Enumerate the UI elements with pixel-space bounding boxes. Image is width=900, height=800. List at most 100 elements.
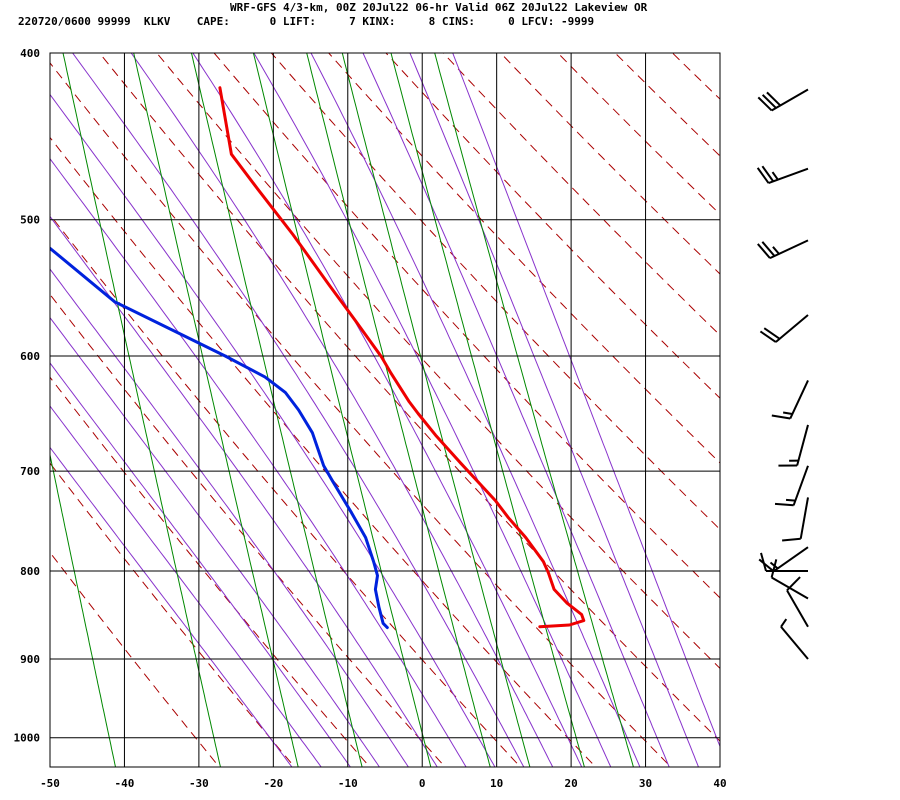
moist-adiabat (50, 316, 381, 767)
wind-barb (778, 424, 809, 467)
y-tick-label: 700 (20, 465, 40, 478)
barb-staff (792, 465, 809, 506)
x-tick-label: -20 (263, 777, 283, 790)
moist-adiabat (50, 446, 293, 767)
wind-barb (757, 88, 809, 112)
mixing-ratio-line (341, 53, 531, 767)
dry-adiabat (881, 34, 900, 774)
dry-adiabat (50, 551, 220, 767)
moist-adiabat (50, 215, 438, 767)
barb-half-flag (780, 618, 788, 628)
moist-adiabat (50, 405, 322, 767)
barb-staff (771, 88, 809, 112)
wind-barb (780, 618, 809, 660)
dry-adiabat (50, 136, 597, 767)
x-tick-label: -30 (189, 777, 209, 790)
wind-barb (757, 239, 809, 260)
barb-staff (775, 314, 809, 343)
x-tick-label: -40 (115, 777, 135, 790)
y-tick-label: 800 (20, 565, 40, 578)
barb-flag (786, 576, 801, 592)
dry-adiabat (213, 53, 720, 599)
dry-adiabat (499, 53, 720, 275)
barb-flag (759, 330, 777, 343)
dry-adiabat (98, 53, 720, 742)
barb-staff (799, 497, 809, 539)
dry-adiabat (50, 293, 446, 767)
wind-barb (786, 576, 809, 628)
grid (49, 52, 721, 767)
wind-barb (771, 380, 809, 420)
barb-staff (780, 626, 809, 660)
wind-barbs (756, 88, 809, 660)
barb-half-flag (782, 411, 793, 416)
barb-staff (769, 239, 809, 260)
barb-flag (761, 241, 776, 257)
wind-barb (756, 165, 809, 185)
x-tick-label: -10 (338, 777, 358, 790)
y-tick-label: 1000 (14, 732, 41, 745)
wind-barb (760, 552, 808, 572)
barb-staff (789, 380, 809, 419)
dry-adiabat (50, 462, 296, 767)
barb-flag (763, 327, 781, 340)
thermo-background (50, 34, 900, 774)
barb-flag (757, 96, 773, 112)
barb-half-flag (772, 246, 780, 255)
wind-barb (782, 497, 809, 542)
barb-flag (771, 414, 791, 420)
y-tick-label: 500 (20, 214, 40, 227)
x-tick-label: 40 (713, 777, 726, 790)
barb-flag (757, 243, 771, 259)
barb-half-flag (785, 498, 796, 502)
y-tick-label: 400 (20, 47, 40, 60)
barb-flag (758, 558, 775, 573)
dry-adiabat (824, 34, 900, 774)
mixing-ratio-line (62, 53, 222, 767)
dry-adiabat (767, 34, 900, 774)
barb-staff (796, 424, 809, 466)
moist-adiabat (253, 53, 612, 767)
barb-flag (766, 91, 781, 107)
barb-flag (760, 552, 767, 572)
wind-barb (758, 546, 809, 573)
mixing-ratio-line (390, 53, 585, 767)
barb-half-flag (771, 171, 779, 181)
barb-flag (782, 537, 801, 542)
dry-adiabat (50, 376, 371, 767)
moist-adiabat (409, 53, 700, 767)
x-tick-label: 20 (564, 777, 577, 790)
header-line-1: WRF-GFS 4/3-km, 00Z 20Jul22 06-hr Valid … (230, 1, 648, 14)
x-tick-label: 10 (490, 777, 503, 790)
moist-adiabat (50, 362, 352, 767)
barb-flag (761, 94, 777, 109)
barb-staff (768, 167, 809, 185)
dry-adiabat (270, 53, 720, 531)
y-tick-label: 600 (20, 350, 40, 363)
barb-staff (773, 546, 809, 573)
mixing-ratio-line (434, 53, 634, 767)
barb-staff (786, 589, 809, 628)
moist-adiabat (192, 53, 583, 767)
profiles (50, 86, 586, 630)
dry-adiabat (671, 53, 720, 100)
x-tick-label: 0 (419, 777, 426, 790)
dry-adiabat (50, 213, 522, 767)
x-tick-label: 30 (639, 777, 652, 790)
x-tick-label: -50 (40, 777, 60, 790)
wind-barb (774, 465, 809, 507)
barb-flag (774, 502, 794, 507)
plot-frame (49, 52, 721, 768)
wind-barb (770, 559, 809, 600)
barb-flag (756, 167, 770, 184)
dry-adiabat (710, 34, 900, 774)
moist-adiabat (452, 53, 720, 748)
moist-adiabat (362, 53, 670, 767)
y-tick-label: 900 (20, 653, 40, 666)
temperature-line (218, 86, 586, 629)
moist-adiabat (50, 268, 409, 767)
tick-labels: -50 -40 -30 -20 -10 0 10 20 30 40 400 500 600 700 800 9… (14, 47, 727, 790)
barb-flag (761, 165, 775, 182)
barb-flag (770, 559, 778, 578)
